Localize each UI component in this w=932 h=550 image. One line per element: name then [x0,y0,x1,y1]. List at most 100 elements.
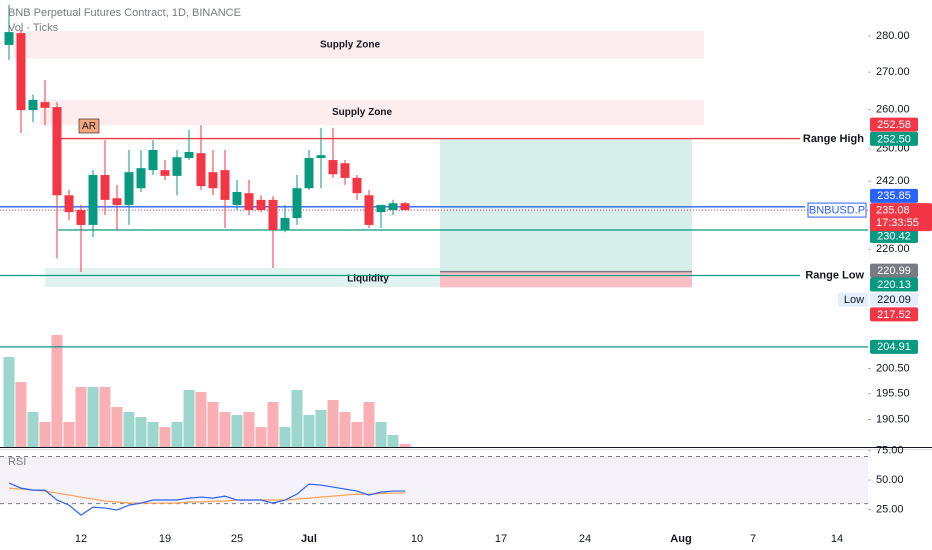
candle-body [364,195,374,225]
annotation-box [78,118,100,134]
candle-body [4,32,14,45]
y-tick-label: 280.00 [876,30,910,42]
x-tick-label: 25 [231,533,243,545]
price-box-name-bg [838,292,868,307]
volume-bar [111,407,123,447]
volume-bar [303,415,315,447]
x-tick-label: 14 [831,533,843,545]
volume-bar [135,417,147,447]
candle-body [124,172,134,205]
volume-layer [3,335,411,447]
y-tick-label: 195.50 [876,388,910,400]
candle-body [268,199,278,231]
price-box [870,117,918,132]
volume-bar [279,427,291,447]
candle-body [64,195,74,213]
symbol-label: BNBUSD.P [809,204,865,216]
candle-body [292,188,302,219]
price-box-label: 220.99 [877,265,911,277]
position-profit [440,138,692,272]
level-text: Range Low [805,269,864,281]
volume-bar [15,382,27,447]
position-loss [440,271,692,288]
y-tick-label: 242.00 [876,175,910,187]
candle-body [88,175,98,225]
y-tick-label: 260.00 [876,104,910,116]
x-tick-label: 19 [159,533,171,545]
zone-label: Supply Zone [320,39,380,50]
volume-bar [51,335,63,447]
volume-bar [63,422,75,447]
chart-subtitle: Vol · Ticks [8,22,59,34]
last-price-box [870,203,932,232]
rsi-ma-line [8,487,405,504]
volume-bar [183,390,195,447]
volume-bar [75,387,87,447]
candle-body [112,198,122,205]
x-tick-label: Jul [301,533,317,545]
price-box-label: 252.58 [877,119,911,131]
price-box [870,229,918,244]
rsi-line [8,482,405,516]
volume-bar [339,412,351,447]
volume-bar [375,422,387,447]
x-tick-label: Aug [670,533,691,545]
zone [40,99,704,126]
price-box [870,188,918,203]
candle-body [184,151,194,159]
y-tick-label: 270.00 [876,66,910,78]
candle-body [376,204,386,213]
price-box [870,131,918,146]
candle-body [40,102,50,108]
price-box [870,263,918,278]
rsi-layer [0,455,868,516]
volume-bar [207,402,219,447]
candle-body [304,158,314,189]
level-text: Range High [803,133,864,145]
last-price-label: 235.08 [876,204,910,216]
price-box-name: Low [844,294,864,306]
y-tick-label: 226.00 [876,243,910,255]
rsi-tick-label: 50.00 [876,474,904,486]
y-tick-label: 190.50 [876,413,910,425]
rsi-title: RSI [8,456,26,468]
candle-body [28,99,38,111]
volume-bar [27,412,39,447]
volume-bar [399,444,411,447]
x-tick-label: 12 [75,533,87,545]
volume-bar [3,357,15,447]
candle-body [76,209,86,225]
volume-bar [351,422,363,447]
symbol-box [807,202,867,218]
price-box-label: 217.52 [877,309,911,321]
candle-body [16,33,26,111]
candle-body [160,170,170,176]
candle-body [256,199,266,210]
volume-bar [87,387,99,447]
volume-bar [291,390,303,447]
candle-body [196,153,206,187]
volume-bar [327,400,339,447]
chart-title: BNB Perpetual Futures Contract, 1D, BINA… [8,7,241,19]
price-box [870,307,918,322]
candle-body [352,177,362,194]
volume-bar [195,392,207,447]
zone-label: Supply Zone [332,107,392,118]
candle-body [340,163,350,178]
zone [45,267,440,288]
zone-label: Liquidity [347,274,389,285]
volume-bar [39,422,51,447]
price-box-label: 204.91 [877,341,911,353]
price-box [870,339,918,354]
candle-body [328,160,338,175]
candle-body [148,150,158,171]
volume-bar [99,387,111,447]
price-box [870,277,918,292]
price-box-label: 220.13 [877,279,911,291]
rsi-tick-label: 25.00 [876,503,904,515]
candle-body [232,191,242,205]
rsi-band [0,456,868,504]
price-box-label: 252.50 [877,133,911,145]
axis-layer: 252.58 Range High 252.50 235.85 230.42 220.99… [75,35,932,545]
